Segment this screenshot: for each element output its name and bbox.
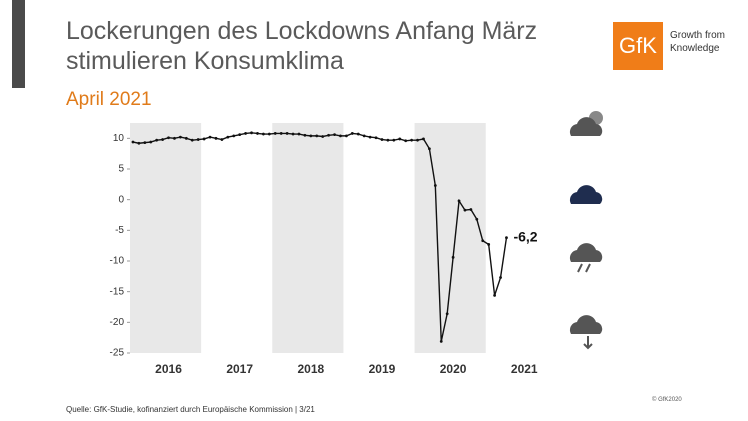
subtitle: April 2021 bbox=[66, 89, 152, 110]
point bbox=[291, 132, 295, 136]
point bbox=[161, 138, 165, 141]
point bbox=[250, 131, 253, 135]
x-tick-label: 2017 bbox=[226, 362, 253, 376]
point bbox=[256, 132, 259, 135]
y-tick-label: -20 bbox=[110, 317, 125, 328]
point bbox=[469, 208, 473, 211]
point bbox=[433, 184, 437, 187]
x-tick-label: 2018 bbox=[297, 362, 324, 376]
point bbox=[267, 132, 271, 136]
line bbox=[132, 132, 508, 342]
y-tick-label: 10 bbox=[113, 133, 125, 144]
point bbox=[285, 132, 289, 135]
point bbox=[398, 137, 402, 141]
point bbox=[208, 135, 212, 139]
point bbox=[380, 138, 384, 141]
icon-cloud bbox=[569, 185, 603, 204]
point bbox=[261, 132, 265, 136]
point bbox=[362, 134, 366, 138]
point bbox=[505, 236, 508, 240]
year-band bbox=[130, 123, 202, 353]
point bbox=[143, 141, 147, 145]
point bbox=[327, 133, 331, 137]
point bbox=[374, 136, 378, 140]
point bbox=[303, 133, 307, 137]
point bbox=[344, 134, 348, 138]
y-tick-label: -15 bbox=[110, 286, 125, 297]
point bbox=[297, 132, 301, 136]
year-band bbox=[414, 123, 486, 353]
logo: GfK bbox=[613, 22, 663, 70]
point bbox=[226, 135, 230, 139]
x-tick-label: 2021 bbox=[511, 362, 538, 376]
point bbox=[333, 133, 336, 137]
y-tick-label: -5 bbox=[115, 225, 124, 236]
logo-text: Growth from Knowledge bbox=[670, 30, 726, 54]
point bbox=[499, 276, 502, 279]
icon-rain bbox=[569, 243, 603, 273]
x-tick-label: 2016 bbox=[155, 362, 182, 376]
point bbox=[410, 138, 414, 142]
point bbox=[356, 132, 360, 136]
point bbox=[481, 239, 485, 243]
x-tick-label: 2020 bbox=[440, 362, 467, 376]
point bbox=[422, 137, 425, 141]
point bbox=[190, 138, 194, 142]
y-tick-label: -25 bbox=[110, 348, 125, 359]
point bbox=[184, 136, 188, 140]
point bbox=[220, 138, 224, 141]
point bbox=[238, 133, 242, 137]
source: Quelle: GfK-Studie, kofinanziert durch E… bbox=[66, 405, 315, 414]
point bbox=[368, 135, 372, 139]
weather-icons bbox=[569, 111, 603, 350]
plot: -25 -20 -15 -10 -5 0 5 10 2016 2017 2018 2019 2020 20… bbox=[110, 123, 538, 376]
point bbox=[493, 293, 497, 297]
point bbox=[131, 140, 135, 144]
point bbox=[445, 312, 449, 316]
point bbox=[386, 138, 390, 142]
point bbox=[416, 138, 419, 142]
title: Lockerungen des Lockdowns Anfang März st… bbox=[66, 17, 538, 75]
point bbox=[315, 134, 319, 138]
y-tick-label: -10 bbox=[110, 256, 125, 267]
point bbox=[321, 135, 325, 138]
copyright: © GfK2020 bbox=[652, 397, 682, 403]
point bbox=[178, 135, 182, 139]
point bbox=[214, 136, 218, 140]
accent-bar bbox=[12, 0, 25, 88]
point bbox=[202, 137, 206, 141]
point bbox=[244, 132, 248, 135]
year-band bbox=[272, 123, 344, 353]
point bbox=[309, 134, 313, 138]
point bbox=[232, 134, 236, 138]
point bbox=[439, 339, 443, 343]
point bbox=[487, 243, 491, 246]
y-tick-label: 5 bbox=[118, 164, 124, 175]
point bbox=[339, 134, 342, 138]
point bbox=[167, 136, 170, 140]
point bbox=[463, 208, 467, 212]
point bbox=[457, 199, 461, 203]
icon-storm bbox=[569, 315, 603, 350]
y-tick-label: 0 bbox=[118, 194, 124, 205]
point bbox=[137, 141, 141, 145]
point bbox=[350, 132, 354, 135]
point bbox=[155, 138, 159, 142]
point bbox=[196, 138, 200, 141]
point bbox=[173, 136, 176, 140]
point bbox=[427, 147, 431, 151]
icon-sun-cloud bbox=[569, 111, 603, 136]
value-label: -6,2 bbox=[513, 228, 537, 244]
point bbox=[149, 140, 153, 144]
point bbox=[279, 132, 283, 135]
point bbox=[451, 255, 455, 259]
x-tick-label: 2019 bbox=[369, 362, 396, 376]
point bbox=[475, 217, 479, 221]
point bbox=[273, 132, 277, 135]
point bbox=[404, 139, 408, 143]
point bbox=[392, 138, 396, 142]
